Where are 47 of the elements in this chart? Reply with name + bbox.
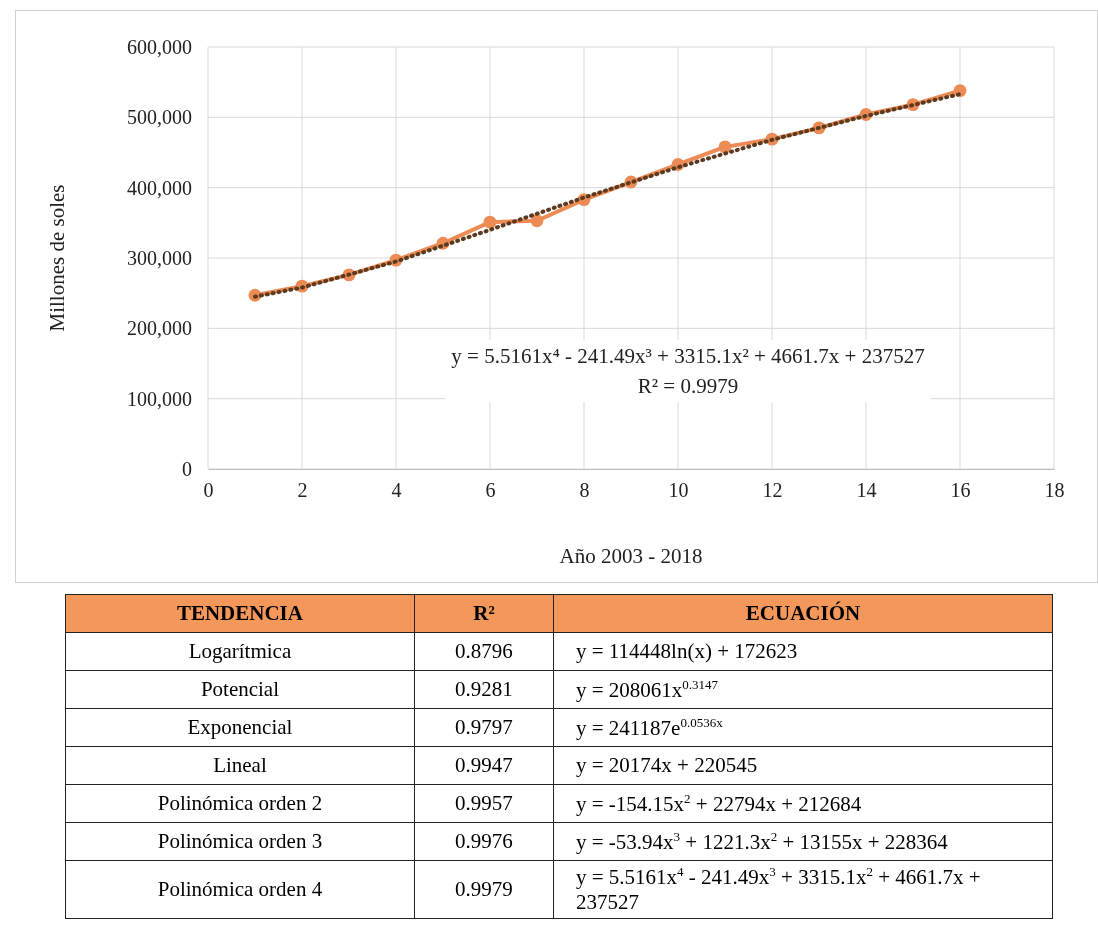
y-axis-title: Millones de soles	[45, 184, 69, 332]
x-tick-label: 14	[856, 479, 877, 502]
text: y = -53.94x$^{3}$ + 1221.3x$^{2}$ + 13155x + 228364	[553, 822, 1053, 861]
annotation: y = 5.5161x⁴ - 241.49x³ + 3315.1x² + 4661.7x + 237527	[451, 344, 925, 368]
y-tick-label: 100,000	[127, 387, 192, 410]
text: y = 114448ln(x) + 172623	[553, 632, 1053, 671]
y-tick-label: 600,000	[127, 35, 192, 58]
y-tick-label: 300,000	[127, 246, 192, 269]
text: 0.9979	[414, 860, 554, 919]
point	[530, 214, 544, 228]
text: R²	[414, 594, 554, 633]
x-tick-label: 8	[579, 479, 590, 502]
y-tick-label: 400,000	[127, 176, 192, 199]
y-tick-label: 500,000	[127, 106, 192, 129]
text: 0.9281	[414, 670, 554, 709]
x-tick-label: 4	[391, 479, 402, 502]
x-tick-label: 12	[762, 479, 783, 502]
text: y = -154.15x$^{2}$ + 22794x + 212684	[553, 784, 1053, 823]
text: 0.9797	[414, 708, 554, 747]
x-tick-label: 0	[203, 479, 214, 502]
text: Logarítmica	[65, 632, 415, 671]
text: y = 208061x$^{0.3147}$	[553, 670, 1053, 709]
text: 0.9976	[414, 822, 554, 861]
text: y = 20174x + 220545	[553, 746, 1053, 785]
text: 0.9957	[414, 784, 554, 823]
text: Polinómica orden 4	[65, 860, 415, 919]
text: ECUACIÓN	[553, 594, 1053, 633]
text: Polinómica orden 3	[65, 822, 415, 861]
text: y = 5.5161x$^{4}$ - 241.49x$^{3}$ + 3315.1x$^{2}$ + 4661.7x + 237527	[576, 864, 981, 914]
text: Exponencial	[65, 708, 415, 747]
x-tick-label: 2	[297, 479, 308, 502]
text: 0.8796	[414, 632, 554, 671]
x-tick-label: 10	[668, 479, 689, 502]
text: y = 241187e$^{0.0536x}$	[553, 708, 1053, 747]
x-tick-label: 6	[485, 479, 496, 502]
y-tick-label: 200,000	[127, 317, 192, 340]
text: TENDENCIA	[65, 594, 415, 633]
text: 0.9947	[414, 746, 554, 785]
text: Lineal	[65, 746, 415, 785]
point	[483, 215, 497, 229]
x-tick-label: 16	[950, 479, 971, 502]
x-tick-label: 18	[1044, 479, 1065, 502]
y-tick-label: 0	[182, 457, 192, 480]
annotation: R² = 0.9979	[637, 374, 739, 398]
text: Polinómica orden 2	[65, 784, 415, 823]
text: Potencial	[65, 670, 415, 709]
x-axis-title: Año 2003 - 2018	[559, 544, 703, 568]
